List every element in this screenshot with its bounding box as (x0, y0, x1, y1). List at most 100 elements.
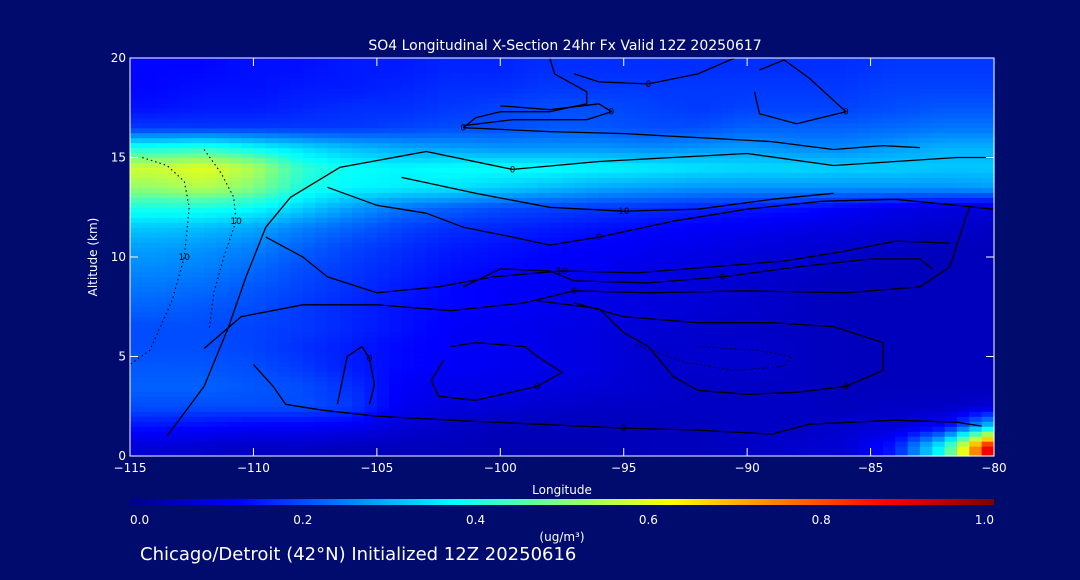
heatmap-cell (524, 227, 538, 233)
heatmap-cell (389, 207, 403, 213)
heatmap-cell (623, 421, 637, 427)
heatmap-cell (586, 401, 600, 407)
heatmap-cell (191, 102, 205, 109)
heatmap-cell (599, 142, 612, 149)
heatmap-cell (586, 286, 600, 293)
heatmap-cell (413, 281, 427, 288)
heatmap-cell (450, 421, 464, 427)
heatmap-cell (821, 351, 835, 358)
heatmap-cell (882, 426, 896, 432)
heatmap-cell (364, 371, 378, 377)
heatmap-cell (562, 431, 575, 437)
heatmap-cell (179, 371, 193, 377)
heatmap-cell (253, 326, 267, 333)
heatmap-cell (845, 157, 859, 164)
heatmap-cell (821, 177, 835, 183)
heatmap-cell (586, 371, 600, 377)
heatmap-cell (524, 401, 538, 407)
heatmap-cell (845, 301, 859, 308)
heatmap-cell (895, 147, 909, 154)
heatmap-cell (204, 351, 217, 358)
heatmap-cell (710, 371, 724, 377)
heatmap-cell (204, 252, 217, 258)
heatmap-cell (352, 291, 366, 298)
heatmap-cell (463, 341, 477, 348)
heatmap-cell (327, 152, 341, 159)
heatmap-cell (981, 102, 995, 109)
heatmap-cell (401, 276, 415, 283)
heatmap-cell (463, 366, 477, 373)
heatmap-cell (290, 291, 304, 298)
heatmap-cell (771, 117, 785, 124)
heatmap-cell (475, 266, 489, 273)
heatmap-cell (895, 222, 909, 228)
heatmap-cell (784, 137, 798, 144)
heatmap-cell (142, 177, 156, 183)
heatmap-cell (611, 152, 625, 159)
heatmap-cell (487, 426, 501, 432)
heatmap-cell (759, 451, 773, 457)
heatmap-cell (734, 426, 748, 432)
heatmap-cell (895, 311, 909, 318)
heatmap-cell (710, 157, 724, 164)
heatmap-cell (216, 157, 230, 164)
heatmap-cell (734, 112, 748, 119)
heatmap-cell (734, 291, 748, 298)
heatmap-cell (697, 127, 711, 134)
heatmap-cell (364, 107, 378, 114)
heatmap-cell (512, 192, 526, 198)
heatmap-cell (648, 276, 662, 283)
heatmap-cell (833, 147, 847, 154)
heatmap-cell (919, 266, 933, 273)
heatmap-cell (771, 252, 785, 258)
heatmap-cell (969, 421, 983, 427)
heatmap-cell (475, 366, 489, 373)
heatmap-cell (339, 396, 353, 402)
heatmap-cell (747, 147, 761, 154)
heatmap-cell (487, 247, 501, 253)
heatmap-cell (376, 416, 390, 422)
heatmap-cell (611, 326, 625, 333)
heatmap-cell (562, 127, 575, 134)
heatmap-cell (956, 371, 970, 377)
heatmap-cell (339, 122, 353, 129)
heatmap-cell (710, 421, 724, 427)
heatmap-cell (216, 187, 230, 193)
heatmap-cell (870, 147, 884, 154)
heatmap-cell (524, 152, 538, 159)
heatmap-cell (796, 286, 810, 293)
heatmap-cell (438, 371, 452, 377)
heatmap-cell (413, 296, 427, 303)
heatmap-cell (586, 281, 600, 288)
heatmap-cell (278, 107, 292, 114)
heatmap-cell (302, 257, 316, 263)
heatmap-cell (969, 286, 983, 293)
heatmap-cell (611, 331, 625, 338)
heatmap-cell (463, 142, 477, 149)
heatmap-cell (413, 366, 427, 373)
heatmap-cell (833, 401, 847, 407)
heatmap-cell (130, 381, 143, 387)
heatmap-cell (167, 132, 180, 139)
heatmap-cell (981, 386, 995, 392)
heatmap-cell (734, 371, 748, 377)
heatmap-cell (191, 212, 205, 218)
heatmap-cell (352, 122, 366, 129)
heatmap-cell (611, 132, 625, 139)
heatmap-cell (537, 336, 551, 343)
heatmap-cell (389, 286, 403, 293)
heatmap-cell (475, 127, 489, 134)
heatmap-cell (956, 252, 970, 258)
heatmap-cell (919, 356, 933, 363)
heatmap-cell (710, 271, 724, 278)
heatmap-cell (524, 381, 538, 387)
heatmap-cell (253, 271, 267, 278)
heatmap-cell (722, 266, 736, 273)
heatmap-cell (623, 152, 637, 159)
heatmap-cell (944, 396, 958, 402)
heatmap-cell (981, 132, 995, 139)
heatmap-cell (944, 296, 958, 303)
heatmap-cell (648, 366, 662, 373)
heatmap-cell (389, 177, 403, 183)
heatmap-cell (228, 441, 242, 447)
